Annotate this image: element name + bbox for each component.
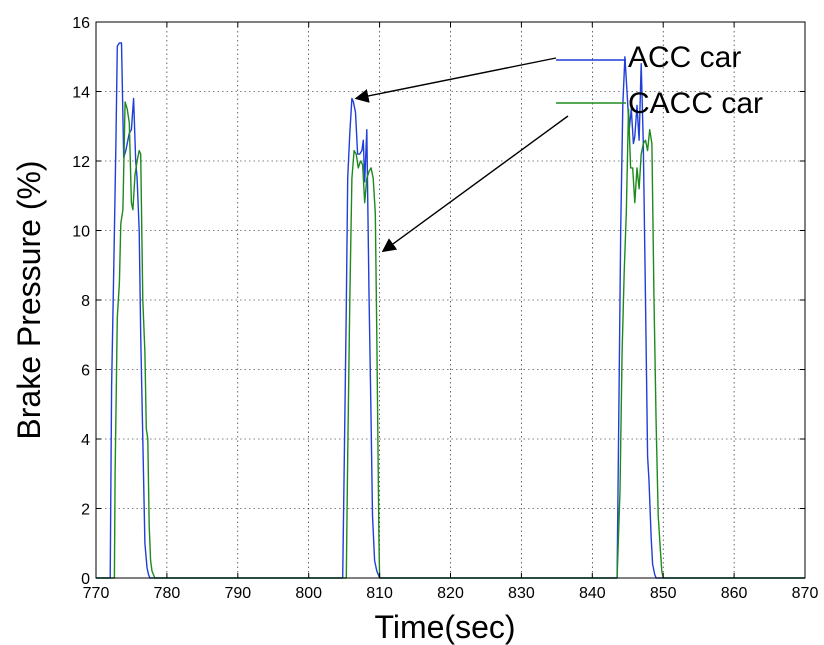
x-tick-label: 860: [721, 585, 748, 602]
x-tick-label: 820: [437, 585, 464, 602]
y-tick-label: 4: [81, 432, 90, 449]
x-axis-label: Time(sec): [374, 609, 515, 645]
x-tick-label: 770: [83, 585, 110, 602]
y-tick-label: 6: [81, 363, 90, 380]
series-layer: [96, 42, 805, 579]
x-tick-label: 780: [154, 585, 181, 602]
x-tick-label: 830: [508, 585, 535, 602]
x-tick-label: 810: [366, 585, 393, 602]
y-tick-label: 2: [81, 502, 90, 519]
legend: ACC car CACC car: [354, 41, 763, 253]
axis-ticks: 770 780 790 800 810 820 830 840 850 860 8700246810…: [72, 15, 818, 602]
y-tick-label: 10: [72, 224, 90, 241]
series-line-cacc-car: [96, 101, 805, 579]
annotation-arrow-cacc-car: [381, 115, 569, 253]
y-tick-label: 0: [81, 571, 90, 588]
y-axis-label: Brake Pressure (%): [11, 160, 47, 439]
legend-label-acc-car: ACC car: [628, 41, 741, 74]
annotation-arrow-acc-car: [354, 57, 557, 103]
x-tick-label: 800: [295, 585, 322, 602]
legend-label-cacc-car: CACC car: [628, 87, 763, 120]
x-tick-label: 840: [579, 585, 606, 602]
grid-lines: [96, 22, 805, 578]
y-tick-label: 12: [72, 154, 90, 171]
y-tick-label: 14: [72, 85, 90, 102]
x-tick-label: 790: [224, 585, 251, 602]
y-tick-label: 16: [72, 15, 90, 32]
x-tick-label: 870: [792, 585, 819, 602]
y-tick-label: 8: [81, 293, 90, 310]
x-tick-label: 850: [650, 585, 677, 602]
